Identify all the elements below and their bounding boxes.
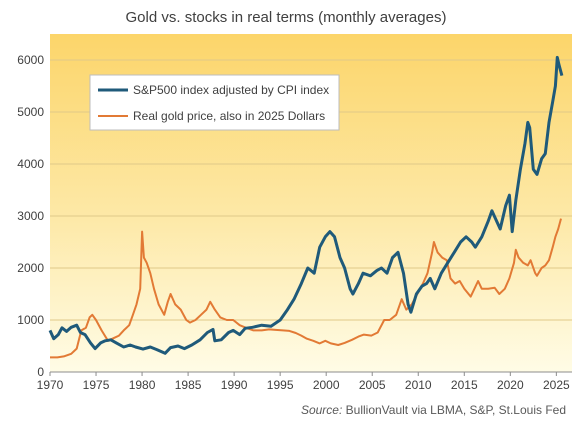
x-tick-label: 1985 <box>175 378 202 392</box>
x-tick-label: 1995 <box>267 378 294 392</box>
y-tick-label: 5000 <box>17 105 44 119</box>
x-tick-label: 1980 <box>129 378 156 392</box>
y-tick-label: 6000 <box>17 53 44 67</box>
legend-label-sp500: S&P500 index adjusted by CPI index <box>133 83 329 97</box>
chart-title: Gold vs. stocks in real terms (monthly a… <box>126 9 447 26</box>
x-tick-label: 2010 <box>405 378 432 392</box>
y-tick-label: 1000 <box>17 313 44 327</box>
x-tick-label: 2015 <box>451 378 478 392</box>
x-tick-label: 1990 <box>221 378 248 392</box>
legend-box <box>89 74 340 131</box>
legend: S&P500 index adjusted by CPI index Real … <box>89 74 340 131</box>
y-tick-label: 2000 <box>17 261 44 275</box>
source-label: Source: <box>301 403 342 417</box>
source-text: BullionVault via LBMA, S&P, St.Louis Fed <box>346 403 566 417</box>
source-note: Source: BullionVault via LBMA, S&P, St.L… <box>301 403 566 417</box>
y-tick-label: 4000 <box>17 157 44 171</box>
x-tick-label: 2025 <box>543 378 570 392</box>
x-tick-label: 1975 <box>83 378 110 392</box>
series-lines <box>48 55 564 359</box>
x-axis-ticks <box>49 372 557 376</box>
x-tick-label: 2020 <box>497 378 524 392</box>
sp500-line <box>48 55 564 355</box>
x-tick-label: 2005 <box>359 378 386 392</box>
y-tick-label: 0 <box>37 365 44 379</box>
x-axis-tick-labels: 1970 1975 1980 1985 1990 1995 2000 2005 2010 2015… <box>37 378 570 392</box>
x-tick-label: 1970 <box>37 378 64 392</box>
y-tick-label: 3000 <box>17 209 44 223</box>
y-axis-tick-labels: 0 1000 2000 3000 4000 5000 6000 <box>17 53 44 379</box>
legend-label-gold: Real gold price, also in 2025 Dollars <box>133 109 325 123</box>
grid-lines <box>50 59 572 321</box>
gold-price-line <box>50 218 562 359</box>
x-tick-label: 2000 <box>313 378 340 392</box>
